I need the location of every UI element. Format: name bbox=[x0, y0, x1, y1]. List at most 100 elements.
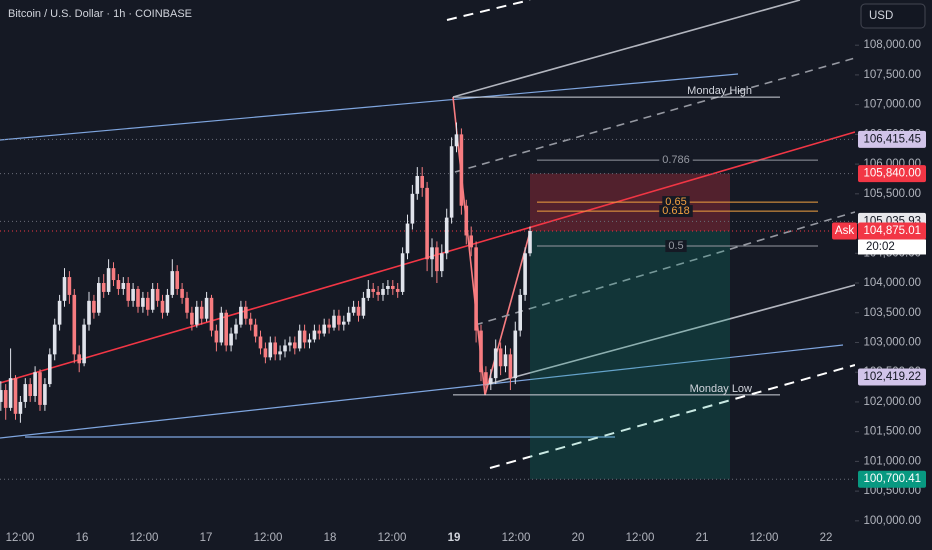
price-marker-label: 106,415.45 bbox=[863, 133, 921, 145]
candle-body bbox=[48, 354, 52, 385]
candle-body bbox=[82, 324, 86, 364]
price-marker bbox=[858, 165, 926, 183]
candle-body bbox=[454, 134, 459, 147]
candle-body bbox=[263, 348, 268, 358]
candle-body bbox=[146, 297, 150, 310]
candle-body bbox=[523, 253, 527, 295]
candle-body bbox=[386, 285, 390, 289]
candle-body bbox=[444, 217, 449, 254]
candle-body bbox=[199, 306, 204, 319]
y-tick-label: 107,500.00 bbox=[863, 69, 921, 81]
x-tick-label: 22 bbox=[820, 532, 833, 544]
chart-title: Bitcoin / U.S. Dollar · 1h · COINBASE bbox=[8, 8, 192, 20]
candle-body bbox=[528, 230, 532, 254]
candle-body bbox=[288, 342, 292, 346]
y-tick-label: 100,500.00 bbox=[863, 485, 921, 497]
price-marker-label: 105,840.00 bbox=[863, 168, 921, 180]
candle-body bbox=[87, 300, 91, 325]
y-tick-label: 105,500.00 bbox=[863, 188, 921, 200]
y-tick-label: 101,500.00 bbox=[863, 426, 921, 438]
candle-body bbox=[101, 283, 106, 292]
candle-body bbox=[322, 324, 326, 334]
candle-body bbox=[126, 283, 130, 301]
candle-body bbox=[170, 271, 175, 295]
price-marker-label: 100,700.41 bbox=[863, 473, 921, 485]
candle-body bbox=[234, 324, 238, 334]
candle-body bbox=[430, 247, 434, 260]
currency-label[interactable]: USD bbox=[869, 10, 893, 22]
candle-body bbox=[513, 330, 518, 379]
candle-body bbox=[106, 268, 111, 292]
candle-body bbox=[214, 330, 219, 343]
y-tick-label: 107,000.00 bbox=[863, 99, 921, 111]
candle-body bbox=[150, 288, 155, 310]
candle-body bbox=[503, 354, 508, 367]
candle-body bbox=[18, 401, 23, 414]
price-marker-label: 104,875.01 bbox=[863, 225, 921, 237]
candle-body bbox=[209, 297, 214, 331]
candle-body bbox=[253, 324, 258, 337]
channel-line bbox=[484, 284, 856, 386]
y-tick-label: 100,000.00 bbox=[863, 515, 921, 527]
candle-body bbox=[297, 330, 302, 349]
candle-body bbox=[356, 306, 361, 316]
candle-body bbox=[136, 288, 140, 307]
x-tick-label: 19 bbox=[448, 532, 461, 544]
candle-body bbox=[518, 294, 522, 331]
candle-body bbox=[165, 294, 170, 313]
candle-body bbox=[248, 318, 253, 325]
candle-body bbox=[13, 378, 18, 414]
y-tick-label: 101,000.00 bbox=[863, 455, 921, 467]
candle-body bbox=[464, 205, 469, 236]
candle-body bbox=[278, 351, 282, 355]
candle-body bbox=[366, 288, 371, 298]
candle-body bbox=[273, 342, 277, 355]
candle-body bbox=[258, 336, 263, 349]
candle-body bbox=[3, 390, 8, 408]
candle-body bbox=[493, 348, 498, 379]
trend-line bbox=[0, 73, 739, 141]
fib-label-bg bbox=[665, 240, 687, 253]
channel-line bbox=[452, 0, 801, 98]
candle-body bbox=[342, 321, 346, 325]
currency-button[interactable] bbox=[860, 3, 926, 29]
candle-body bbox=[302, 330, 307, 343]
candle-body bbox=[33, 372, 37, 396]
fib-label-bg bbox=[659, 205, 693, 218]
candle-body bbox=[351, 306, 356, 313]
candle-body bbox=[141, 297, 145, 307]
candle-body bbox=[229, 333, 233, 346]
marks: Monday High Monday Low 0.786 0.650.618 0.5 bbox=[0, 85, 855, 480]
candle-body bbox=[224, 312, 228, 346]
candle-body bbox=[268, 342, 273, 358]
candle-body bbox=[67, 277, 72, 295]
candle-body bbox=[307, 339, 312, 343]
countdown-box bbox=[858, 239, 926, 255]
candle-body bbox=[449, 146, 454, 218]
candle-body bbox=[283, 345, 287, 352]
x-tick-label: 12:00 bbox=[254, 532, 283, 544]
candle-body bbox=[371, 288, 375, 292]
candle-body bbox=[38, 372, 42, 405]
session-level-label: Monday Low bbox=[690, 383, 752, 395]
fib-label: 0.5 bbox=[668, 240, 683, 252]
candle-body bbox=[361, 297, 366, 316]
fib-label-bg bbox=[659, 154, 693, 167]
candle-body bbox=[484, 372, 488, 385]
candle-body bbox=[52, 324, 57, 355]
ask-label: Ask bbox=[835, 225, 854, 237]
candle-body bbox=[43, 384, 47, 405]
candle-body bbox=[155, 288, 160, 301]
candle-body bbox=[327, 324, 331, 328]
candle-body bbox=[116, 280, 121, 289]
y-tick-label: 103,000.00 bbox=[863, 337, 921, 349]
candle-body bbox=[459, 134, 464, 206]
candle-body bbox=[175, 271, 179, 289]
candle-body bbox=[293, 342, 297, 349]
x-tick-label: 20 bbox=[572, 532, 585, 544]
candle-body bbox=[440, 253, 444, 272]
session-level-label: Monday High bbox=[687, 85, 752, 97]
